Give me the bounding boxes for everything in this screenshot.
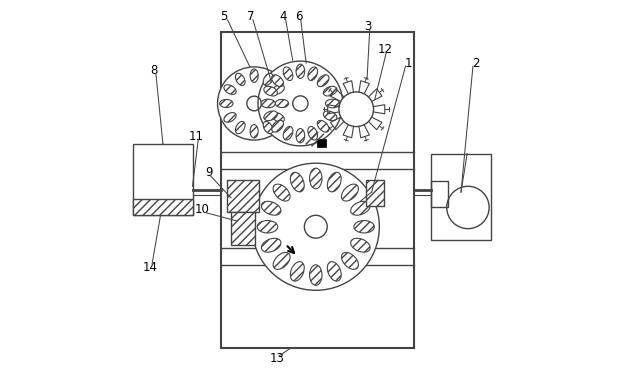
Ellipse shape [250, 125, 258, 138]
Circle shape [258, 61, 343, 146]
Ellipse shape [272, 120, 283, 132]
Ellipse shape [308, 126, 317, 140]
Ellipse shape [308, 67, 317, 80]
Text: 11: 11 [189, 130, 204, 143]
Text: 5: 5 [219, 10, 227, 23]
Bar [133, 144, 192, 215]
Ellipse shape [354, 220, 374, 233]
Ellipse shape [264, 86, 277, 96]
Ellipse shape [317, 120, 329, 132]
Ellipse shape [264, 121, 273, 134]
Ellipse shape [236, 121, 245, 134]
Ellipse shape [309, 265, 322, 285]
Ellipse shape [250, 69, 258, 82]
Ellipse shape [327, 172, 341, 192]
Ellipse shape [324, 111, 337, 121]
Bar [221, 32, 414, 348]
Bar [317, 139, 326, 147]
Text: 9: 9 [205, 166, 213, 179]
Ellipse shape [264, 111, 277, 121]
Circle shape [447, 186, 489, 229]
Text: 2: 2 [472, 57, 479, 69]
Bar [432, 181, 448, 207]
Ellipse shape [224, 113, 236, 122]
Circle shape [252, 163, 379, 290]
Ellipse shape [327, 262, 341, 281]
Text: 10: 10 [195, 203, 210, 216]
Ellipse shape [272, 113, 285, 122]
Ellipse shape [262, 238, 281, 252]
Text: 14: 14 [143, 261, 157, 274]
Ellipse shape [317, 75, 329, 87]
Text: 8: 8 [150, 64, 157, 77]
Ellipse shape [290, 262, 304, 281]
Text: 6: 6 [294, 10, 302, 23]
Text: 3: 3 [364, 20, 371, 33]
Ellipse shape [275, 99, 289, 107]
Ellipse shape [283, 126, 293, 140]
Ellipse shape [273, 184, 290, 201]
Bar [133, 199, 192, 215]
Ellipse shape [273, 253, 290, 269]
Bar [227, 180, 259, 213]
Ellipse shape [351, 201, 370, 215]
Ellipse shape [264, 73, 273, 85]
Bar [231, 213, 255, 245]
Ellipse shape [272, 85, 285, 94]
Ellipse shape [257, 220, 278, 233]
Bar [432, 154, 491, 240]
Ellipse shape [219, 99, 233, 107]
Ellipse shape [309, 168, 322, 189]
Bar [366, 180, 384, 206]
Ellipse shape [272, 75, 283, 87]
Ellipse shape [342, 253, 358, 269]
Ellipse shape [324, 86, 337, 96]
Ellipse shape [342, 184, 358, 201]
Text: 13: 13 [270, 352, 285, 365]
Ellipse shape [351, 238, 370, 252]
Ellipse shape [224, 85, 236, 94]
Ellipse shape [326, 99, 340, 108]
Ellipse shape [283, 67, 293, 80]
Text: 1: 1 [404, 57, 412, 69]
Circle shape [218, 67, 291, 140]
Ellipse shape [236, 73, 245, 85]
Text: 4: 4 [279, 10, 287, 23]
Ellipse shape [296, 64, 304, 78]
Ellipse shape [296, 128, 304, 143]
Ellipse shape [261, 99, 275, 108]
Text: 12: 12 [378, 43, 392, 56]
Ellipse shape [290, 172, 304, 192]
Text: 7: 7 [247, 10, 254, 23]
Circle shape [339, 92, 374, 126]
Ellipse shape [262, 201, 281, 215]
